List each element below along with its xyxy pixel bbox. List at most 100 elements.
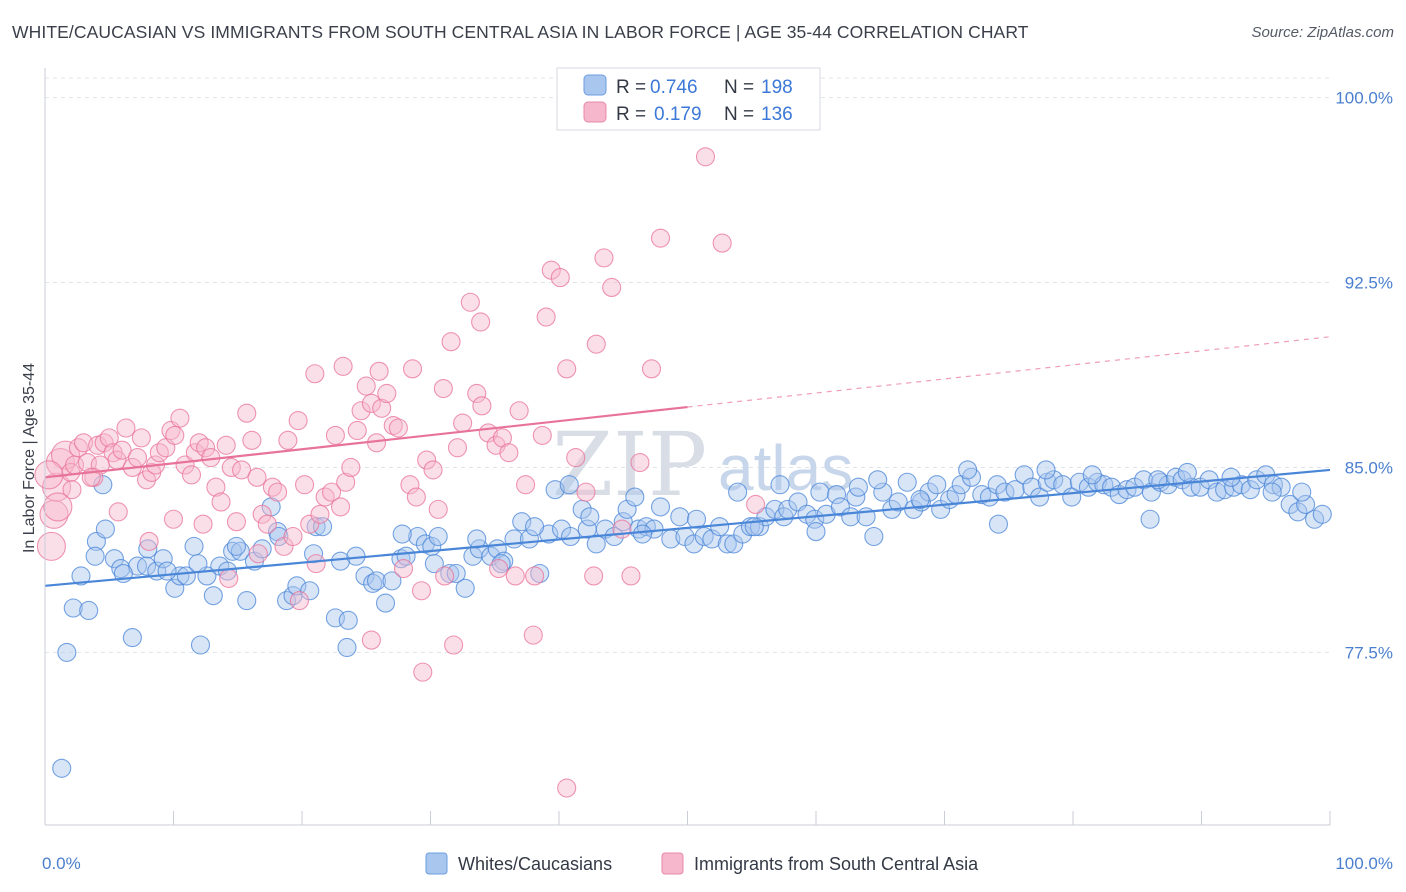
whites-point-175 — [632, 524, 653, 544]
bottom-legend-whites: Whites/Caucasians — [458, 854, 612, 874]
whites-point-156 — [1271, 477, 1291, 497]
whites-point-20 — [190, 635, 211, 655]
immigrants-point-37 — [216, 435, 236, 455]
whites-point-157 — [1280, 494, 1300, 514]
immigrants-point-24 — [149, 443, 169, 463]
immigrants-point-81 — [453, 413, 473, 433]
immigrants-point-53 — [300, 514, 320, 534]
immigrants-point-120 — [193, 514, 213, 534]
immigrants-point-88 — [499, 443, 519, 463]
whites-point-62 — [512, 512, 532, 532]
immigrants-point-51 — [288, 411, 308, 431]
immigrants-point-71 — [393, 559, 414, 579]
whites-point-13 — [138, 539, 158, 559]
immigrants-point-57 — [322, 482, 342, 502]
whites-point-89 — [733, 524, 753, 544]
immigrants-point-128 — [43, 492, 73, 522]
immigrants-point-105 — [641, 359, 662, 379]
whites-point-35 — [300, 581, 320, 601]
whites-point-162 — [770, 475, 790, 495]
legend-n-value-2: 136 — [761, 104, 793, 125]
immigrants-point-106 — [650, 228, 671, 248]
whites-point-110 — [897, 472, 917, 492]
immigrants-point-42 — [242, 430, 262, 450]
immigrants-point-108 — [695, 147, 716, 167]
immigrants-point-136 — [586, 334, 606, 354]
immigrants-point-89 — [505, 566, 525, 586]
whites-point-176 — [580, 507, 600, 527]
whites-point-22 — [203, 586, 223, 606]
immigrants-point-47 — [268, 482, 288, 502]
immigrants-point-27 — [165, 425, 185, 445]
immigrants-point-50 — [283, 526, 303, 547]
immigrants-point-39 — [226, 512, 247, 532]
immigrants-point-56 — [315, 487, 335, 507]
x-tick-label-1: 100.0% — [1335, 854, 1393, 873]
immigrants-point-96 — [557, 359, 577, 379]
immigrants-trend-extension — [687, 336, 1331, 408]
legend-swatch-pink — [583, 101, 607, 123]
legend-r-value-2: 0.179 — [654, 104, 702, 125]
whites-point-186 — [157, 561, 177, 581]
immigrants-point-133 — [402, 359, 423, 379]
whites-point-16 — [165, 578, 185, 598]
immigrants-point-49 — [278, 430, 298, 450]
immigrants-point-82 — [460, 292, 480, 312]
immigrants-point-32 — [189, 433, 209, 453]
whites-point-168 — [1262, 482, 1282, 502]
whites-point-3 — [71, 566, 91, 586]
bottom-legend-swatch-blue — [425, 852, 448, 875]
whites-point-2 — [63, 598, 83, 618]
whites-point-106 — [864, 526, 884, 547]
immigrants-point-135 — [536, 307, 556, 327]
immigrants-point-73 — [406, 487, 426, 507]
immigrants-point-110 — [712, 233, 732, 253]
immigrants-point-123 — [108, 502, 128, 522]
whites-point-179 — [424, 554, 444, 574]
whites-point-124 — [1014, 465, 1034, 485]
immigrants-point-43 — [247, 467, 267, 487]
immigrants-point-45 — [257, 514, 277, 534]
immigrants-point-79 — [441, 332, 461, 352]
immigrants-point-117 — [306, 554, 326, 574]
immigrants-point-41 — [237, 403, 257, 423]
immigrants-point-84 — [472, 396, 492, 416]
legend-n-value-1: 198 — [761, 77, 793, 98]
immigrants-point-68 — [377, 383, 397, 404]
whites-point-74 — [613, 512, 633, 532]
whites-point-164 — [958, 460, 978, 480]
whites-point-190 — [728, 482, 748, 502]
whites-point-188 — [85, 546, 105, 566]
immigrants-point-119 — [219, 568, 239, 588]
whites-point-0 — [52, 758, 72, 778]
immigrants-point-126 — [62, 480, 82, 500]
immigrants-point-19 — [127, 448, 148, 468]
y-tick-label-3: 100.0% — [1335, 89, 1393, 108]
immigrants-point-52 — [295, 475, 315, 495]
whites-point-27 — [237, 591, 257, 611]
whites-point-197 — [491, 554, 511, 574]
whites-point-84 — [694, 526, 714, 547]
whites-point-139 — [1134, 470, 1154, 490]
whites-point-183 — [269, 526, 289, 547]
whites-point-141 — [1150, 472, 1170, 492]
whites-point-7 — [95, 519, 115, 539]
immigrants-point-83 — [467, 383, 487, 404]
immigrants-point-1 — [39, 499, 69, 529]
immigrants-point-65 — [361, 393, 381, 413]
whites-point-195 — [1292, 482, 1312, 502]
whites-point-174 — [686, 509, 707, 529]
immigrants-trend-line — [44, 405, 688, 479]
legend-r-value-1: 0.746 — [650, 77, 698, 98]
immigrants-point-90 — [516, 475, 536, 495]
whites-point-189 — [559, 475, 579, 495]
whites-point-169 — [1140, 509, 1160, 529]
legend-r-label-1: R = — [616, 77, 646, 98]
whites-point-177 — [525, 517, 545, 537]
whites-point-165 — [1036, 460, 1056, 480]
whites-point-44 — [366, 571, 387, 591]
immigrants-point-28 — [170, 408, 190, 428]
immigrants-point-93 — [525, 566, 545, 586]
immigrants-point-80 — [447, 438, 468, 458]
